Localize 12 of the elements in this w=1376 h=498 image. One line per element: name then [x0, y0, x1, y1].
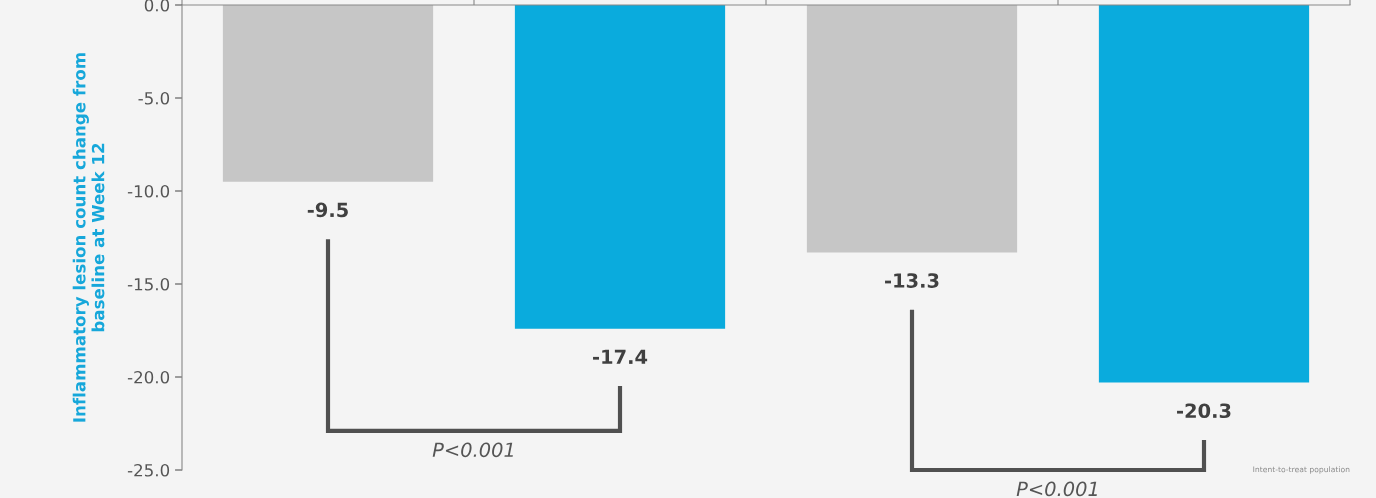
- y-tick-label: -25.0: [127, 463, 170, 477]
- data-label: -13.3: [885, 273, 939, 288]
- y-tick-label: -15.0: [127, 277, 170, 291]
- y-tick-label: -10.0: [127, 184, 170, 198]
- data-label: -20.3: [1177, 403, 1231, 419]
- y-axis-title: Inflammatory lesion count change from baseline at Week 12: [72, 53, 105, 422]
- y-tick-label: -20.0: [127, 370, 170, 384]
- annotation: P<0.001: [432, 442, 513, 458]
- data-label: -17.4: [593, 349, 648, 364]
- text: P<0.001: [1016, 481, 1097, 497]
- y-tick-label: -5.0: [138, 91, 170, 105]
- data-label: -9.5: [307, 202, 348, 218]
